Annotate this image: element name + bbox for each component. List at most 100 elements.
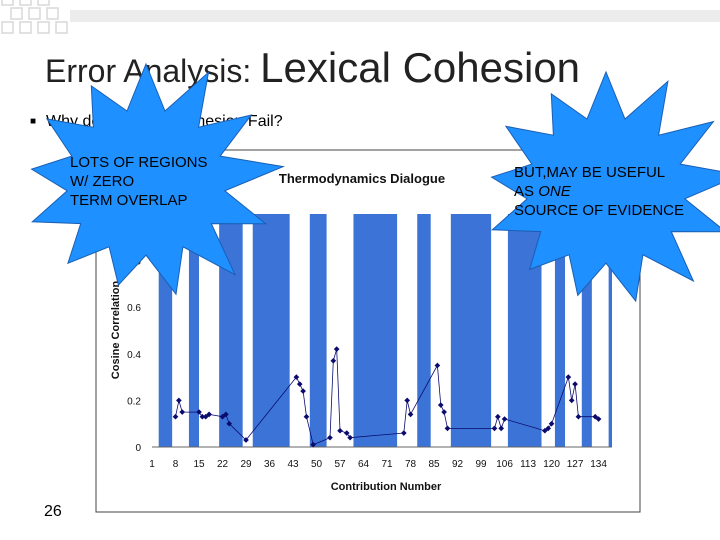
data-point [310,441,316,448]
data-point [300,388,306,394]
data-point [441,409,447,415]
data-point [243,437,249,443]
y-tick-label: 0.2 [127,396,141,407]
data-point [343,430,350,436]
data-point [548,420,555,427]
zero-overlap-region-bar [450,214,492,447]
decorative-squares-band [1,0,720,34]
burst-right-line-2-em: ONE [538,183,571,200]
x-axis-title: Contribution Number [331,481,442,493]
data-point [176,397,182,404]
data-point [407,411,414,418]
data-point [347,434,353,441]
data-point [296,381,303,387]
burst-right-text: BUT,MAY BE USEFUL AS ONE SOURCE OF EVIDE… [514,163,684,220]
deco-square [10,7,23,20]
x-tick-label: 1 [149,459,155,470]
data-point [444,425,451,432]
burst-left-text: LOTS OF REGIONS W/ ZERO TERM OVERLAP [70,154,208,209]
data-point [199,413,206,420]
zero-overlap-region-bar [353,214,398,447]
data-point [293,374,300,380]
deco-square [1,0,14,6]
deco-square [46,7,59,20]
data-point [337,427,343,434]
x-tick-label: 106 [496,459,513,470]
x-tick-label: 36 [264,459,276,470]
burst-right-line-1: BUT,MAY BE USEFUL [514,164,666,181]
x-tick-label: 8 [173,459,179,470]
data-point [495,413,501,420]
chart-title: Thermodynamics Dialogue [279,171,445,186]
x-tick-label: 120 [543,459,560,470]
data-point [592,413,599,420]
data-point [223,411,229,418]
deco-top-bar [70,10,720,22]
zero-overlap-region-bar [581,214,592,447]
data-point [400,430,407,436]
x-tick-label: 57 [334,459,346,470]
x-tick-label: 15 [193,459,205,470]
x-tick-label: 99 [475,459,487,470]
x-tick-label: 71 [381,459,393,470]
y-tick-label: 0 [135,443,141,454]
data-point [219,413,226,420]
deco-square [37,0,50,6]
burst-right-line-3: SOURCE OF EVIDENCE [514,202,685,219]
y-axis-title: Cosine Correlation [110,281,122,380]
starburst-right [490,70,720,303]
data-point [498,425,505,432]
data-point [568,397,575,404]
x-tick-label: 64 [358,459,370,470]
zero-overlap-region-bar [309,214,327,447]
data-point [172,413,179,420]
zero-overlap-region-bar [417,214,431,447]
deco-square [19,21,32,34]
data-point [327,434,333,441]
x-tick-label: 50 [311,459,323,470]
data-point [303,413,310,420]
data-point [501,416,508,422]
deco-square [19,0,32,6]
x-tick-label: 22 [217,459,229,470]
x-tick-label: 113 [520,459,536,470]
slide-title-main: Lexical Cohesion [260,44,581,91]
data-point [572,381,578,387]
x-tick-label: 85 [428,459,440,470]
zero-overlap-region-bar [554,214,565,447]
zero-overlap-region-bar [608,214,612,447]
deco-square [37,21,50,34]
data-point [333,346,340,352]
data-point [179,409,186,415]
data-point [437,402,444,408]
x-tick-label: 92 [452,459,464,470]
x-tick-label: 127 [567,459,584,470]
data-point [404,397,411,404]
x-tick-label: 78 [405,459,417,470]
zero-overlap-region-bar [188,214,200,447]
burst-right-line-2-pre: AS [514,183,539,200]
x-tick-label: 134 [590,459,607,470]
data-point [565,374,572,380]
zero-overlap-region-bar [219,214,243,447]
y-tick-label: 0.4 [127,350,141,361]
data-point [434,362,441,369]
bullet-square-icon: ■ [30,116,37,127]
burst-right-line-2: AS ONE [514,182,684,201]
data-point [202,413,209,420]
x-tick-label: 43 [287,459,299,470]
deco-square [28,7,41,20]
data-point [542,427,548,434]
deco-square [55,21,68,34]
deco-square [1,21,14,34]
data-point [330,357,337,364]
x-tick-label: 29 [240,459,252,470]
starburst-left [30,62,286,296]
data-point [196,409,202,415]
page-number: 26 [44,503,62,520]
zero-overlap-region-bar [252,214,290,447]
data-point [545,425,552,432]
data-point [206,411,212,418]
y-tick-label: 0.6 [127,303,141,314]
